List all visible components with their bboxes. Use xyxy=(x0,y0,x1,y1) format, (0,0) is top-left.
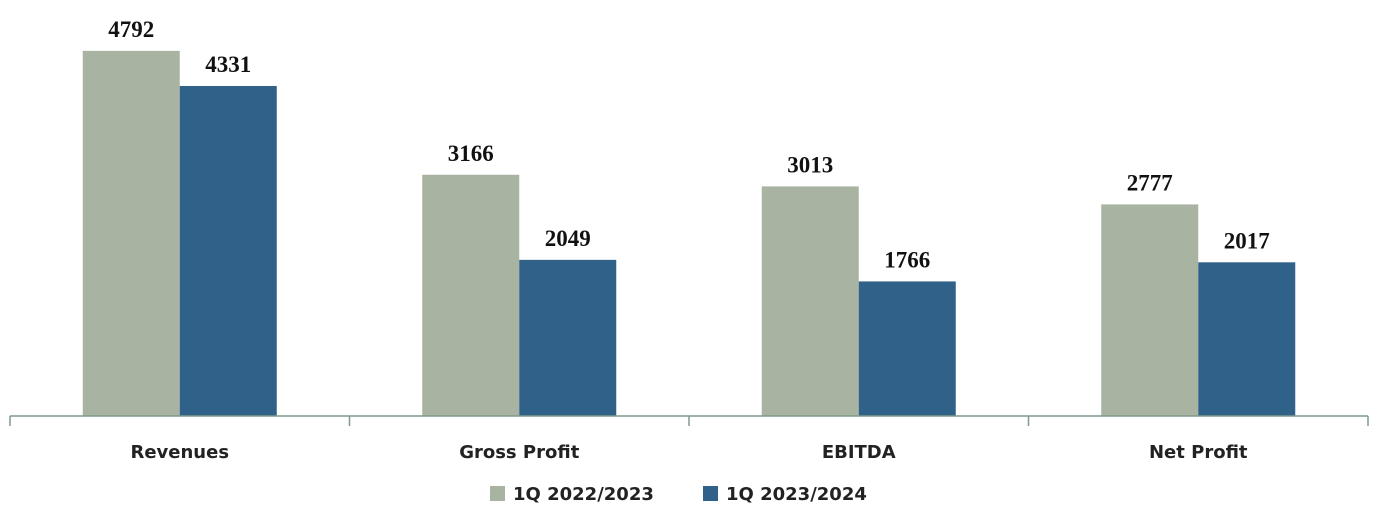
value-label: 1766 xyxy=(884,247,930,272)
bar xyxy=(1198,262,1296,416)
value-label: 2017 xyxy=(1224,228,1270,253)
value-label: 4792 xyxy=(108,17,154,42)
value-label: 2777 xyxy=(1127,170,1173,195)
x-tick-label: Revenues xyxy=(130,442,229,463)
value-label: 3013 xyxy=(787,152,833,177)
bar xyxy=(519,259,617,416)
bar xyxy=(761,186,859,416)
bar xyxy=(1101,204,1199,416)
x-tick-label: EBITDA xyxy=(822,442,896,463)
legend-swatch xyxy=(703,486,718,501)
bar xyxy=(179,85,277,417)
value-label: 3166 xyxy=(448,141,494,166)
bar xyxy=(422,174,520,416)
legend-swatch xyxy=(490,486,505,501)
bar xyxy=(858,281,956,416)
value-label: 2049 xyxy=(545,226,591,251)
bar xyxy=(82,50,180,416)
legend-label: 1Q 2022/2023 xyxy=(513,484,654,505)
legend-label: 1Q 2023/2024 xyxy=(726,484,867,505)
value-label: 4331 xyxy=(205,52,251,77)
x-tick-label: Gross Profit xyxy=(459,442,579,463)
x-tick-label: Net Profit xyxy=(1149,442,1248,463)
